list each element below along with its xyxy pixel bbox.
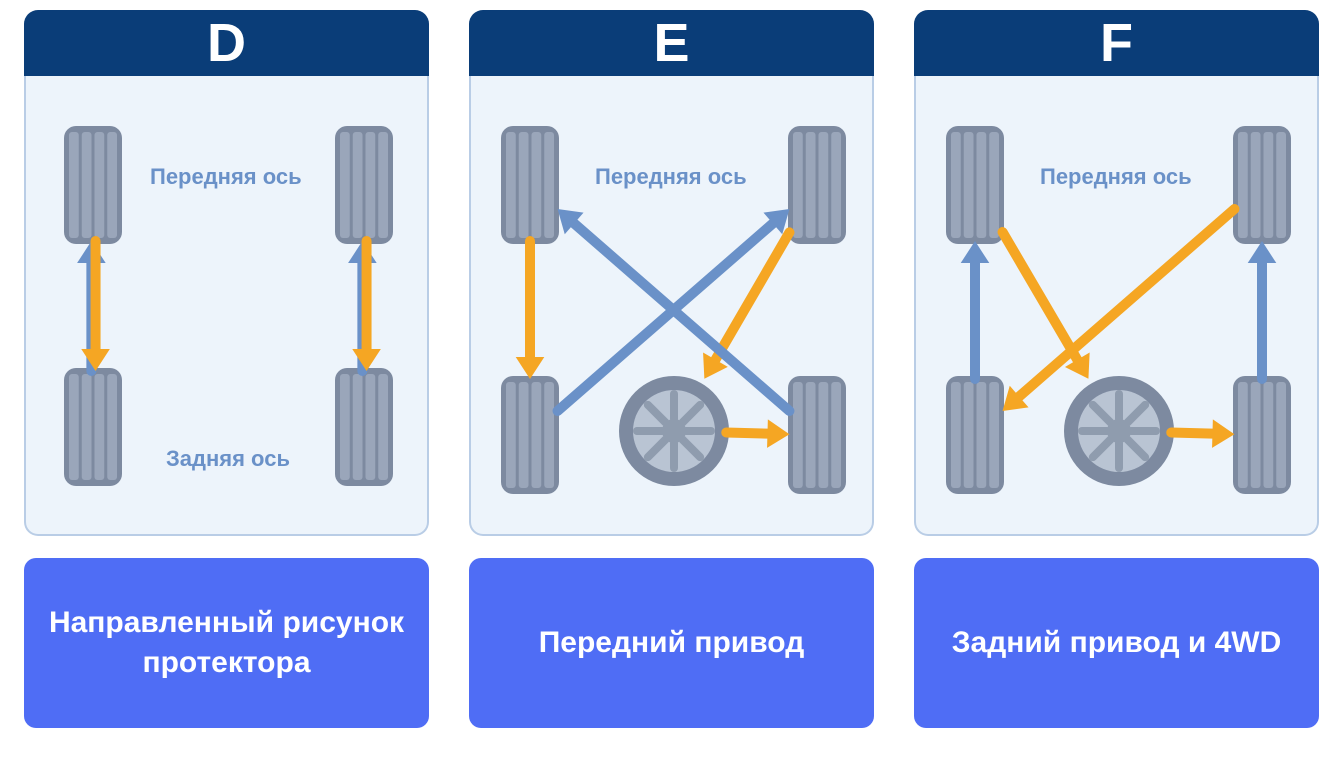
front-axle-label: Передняя ось <box>1040 164 1192 190</box>
front-axle-label: Передняя ось <box>595 164 747 190</box>
panel-E: E Передняя ось <box>469 10 874 536</box>
tire-front_right <box>335 126 393 244</box>
tire-front_right <box>788 126 846 244</box>
arrow-rear_left-to-front_left <box>77 241 106 371</box>
tire-rear_right <box>788 376 846 494</box>
panel-D-body: Передняя ось Задняя ось <box>24 76 429 536</box>
arrow-front_left-to-spare <box>1003 232 1090 379</box>
panel-D: D Передняя ось Задняя ось <box>24 10 429 536</box>
arrow-front_left-to-rear_left <box>516 241 545 379</box>
tire-front_left <box>946 126 1004 244</box>
front-axle-label: Передняя ось <box>150 164 302 190</box>
caption-F: Задний привод и 4WD <box>914 558 1319 728</box>
arrow-front_right-to-spare <box>703 232 789 378</box>
caption-E: Передний привод <box>469 558 874 728</box>
tire-front_right <box>1233 126 1291 244</box>
panel-F: F Передняя ось <box>914 10 1319 536</box>
tire-front_left <box>64 126 122 244</box>
arrow-rear_right-to-front_right <box>1248 241 1277 379</box>
arrow-spare-to-rear_right <box>726 419 789 448</box>
tire-rear_left <box>64 368 122 486</box>
arrow-front_right-to-rear_right <box>352 241 381 371</box>
arrow-front_left-to-rear_left <box>81 241 110 371</box>
tire-spare <box>619 376 729 486</box>
tire-rear_left <box>501 376 559 494</box>
tire-rear_right <box>1233 376 1291 494</box>
tire-rear_left <box>946 376 1004 494</box>
arrow-rear_left-to-front_left <box>961 241 990 379</box>
panel-F-body: Передняя ось <box>914 76 1319 536</box>
panel-E-body: Передняя ось <box>469 76 874 536</box>
arrow-spare-to-rear_right <box>1171 419 1234 448</box>
panel-F-header: F <box>914 10 1319 76</box>
rear-axle-label: Задняя ось <box>166 446 290 472</box>
panel-D-header: D <box>24 10 429 76</box>
tire-spare <box>1064 376 1174 486</box>
arrow-rear_right-to-front_right <box>348 241 377 371</box>
caption-D: Направленный рисунок протектора <box>24 558 429 728</box>
tire-rear_right <box>335 368 393 486</box>
panel-E-header: E <box>469 10 874 76</box>
tire-front_left <box>501 126 559 244</box>
